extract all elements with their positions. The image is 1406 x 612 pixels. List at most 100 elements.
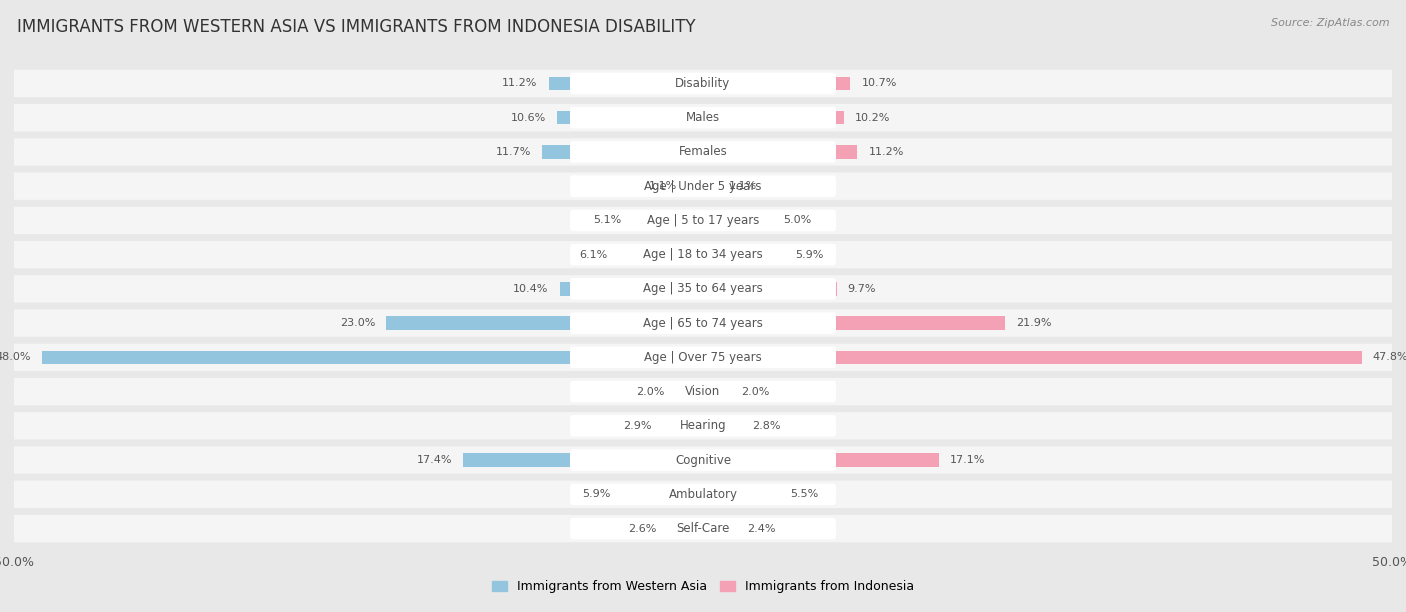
Bar	[664, 419, 703, 433]
FancyBboxPatch shape	[569, 73, 837, 94]
Bar	[703, 453, 939, 467]
Text: Cognitive: Cognitive	[675, 453, 731, 466]
Bar	[703, 111, 844, 124]
FancyBboxPatch shape	[569, 244, 837, 266]
Bar	[387, 316, 703, 330]
Text: Ambulatory: Ambulatory	[668, 488, 738, 501]
Text: Age | 5 to 17 years: Age | 5 to 17 years	[647, 214, 759, 227]
Text: Females: Females	[679, 146, 727, 159]
Text: 1.1%: 1.1%	[648, 181, 676, 191]
Text: 11.7%: 11.7%	[495, 147, 531, 157]
Bar	[703, 214, 772, 227]
FancyBboxPatch shape	[569, 176, 837, 197]
Text: 5.9%: 5.9%	[796, 250, 824, 259]
FancyBboxPatch shape	[569, 415, 837, 436]
Bar	[42, 351, 703, 364]
FancyBboxPatch shape	[0, 138, 1406, 166]
FancyBboxPatch shape	[0, 515, 1406, 542]
FancyBboxPatch shape	[569, 107, 837, 129]
Bar	[463, 453, 703, 467]
Text: 5.5%: 5.5%	[790, 490, 818, 499]
Bar	[621, 488, 703, 501]
Bar	[703, 419, 741, 433]
Bar	[633, 214, 703, 227]
Bar	[688, 179, 703, 193]
Text: Age | 35 to 64 years: Age | 35 to 64 years	[643, 282, 763, 296]
Text: 10.7%: 10.7%	[862, 78, 897, 89]
Text: 23.0%: 23.0%	[340, 318, 375, 328]
Text: 11.2%: 11.2%	[502, 78, 537, 89]
Text: 10.4%: 10.4%	[513, 284, 548, 294]
Text: 5.0%: 5.0%	[783, 215, 811, 225]
Text: 47.8%: 47.8%	[1372, 353, 1406, 362]
FancyBboxPatch shape	[569, 518, 837, 539]
FancyBboxPatch shape	[0, 173, 1406, 200]
Bar	[703, 488, 779, 501]
Bar	[703, 145, 858, 159]
FancyBboxPatch shape	[0, 104, 1406, 132]
Bar	[703, 351, 1361, 364]
Text: 2.6%: 2.6%	[627, 523, 657, 534]
Text: 1.1%: 1.1%	[730, 181, 758, 191]
FancyBboxPatch shape	[0, 275, 1406, 302]
FancyBboxPatch shape	[0, 310, 1406, 337]
Text: Age | 65 to 74 years: Age | 65 to 74 years	[643, 316, 763, 330]
Bar	[703, 385, 731, 398]
FancyBboxPatch shape	[569, 449, 837, 471]
FancyBboxPatch shape	[569, 346, 837, 368]
Bar	[619, 248, 703, 261]
Text: 17.1%: 17.1%	[949, 455, 986, 465]
Bar	[703, 76, 851, 90]
Bar	[541, 145, 703, 159]
FancyBboxPatch shape	[569, 381, 837, 403]
FancyBboxPatch shape	[0, 241, 1406, 268]
Text: 11.2%: 11.2%	[869, 147, 904, 157]
Text: Age | 18 to 34 years: Age | 18 to 34 years	[643, 248, 763, 261]
Text: Vision: Vision	[685, 385, 721, 398]
Text: 5.9%: 5.9%	[582, 490, 610, 499]
FancyBboxPatch shape	[569, 209, 837, 231]
Text: 9.7%: 9.7%	[848, 284, 876, 294]
FancyBboxPatch shape	[569, 278, 837, 300]
Bar	[703, 316, 1005, 330]
Bar	[703, 522, 737, 536]
FancyBboxPatch shape	[0, 412, 1406, 439]
Bar	[560, 282, 703, 296]
Text: 2.4%: 2.4%	[747, 523, 776, 534]
Bar	[703, 179, 718, 193]
Text: 2.9%: 2.9%	[623, 421, 652, 431]
Text: Age | Over 75 years: Age | Over 75 years	[644, 351, 762, 364]
Text: 17.4%: 17.4%	[416, 455, 453, 465]
Bar	[703, 282, 837, 296]
Bar	[557, 111, 703, 124]
Text: IMMIGRANTS FROM WESTERN ASIA VS IMMIGRANTS FROM INDONESIA DISABILITY: IMMIGRANTS FROM WESTERN ASIA VS IMMIGRAN…	[17, 18, 696, 36]
Legend: Immigrants from Western Asia, Immigrants from Indonesia: Immigrants from Western Asia, Immigrants…	[486, 575, 920, 599]
Text: 10.2%: 10.2%	[855, 113, 890, 122]
Text: 2.8%: 2.8%	[752, 421, 782, 431]
FancyBboxPatch shape	[0, 480, 1406, 508]
FancyBboxPatch shape	[0, 207, 1406, 234]
FancyBboxPatch shape	[0, 344, 1406, 371]
Text: 10.6%: 10.6%	[510, 113, 546, 122]
Text: 5.1%: 5.1%	[593, 215, 621, 225]
FancyBboxPatch shape	[0, 378, 1406, 405]
Bar	[548, 76, 703, 90]
FancyBboxPatch shape	[0, 446, 1406, 474]
Text: 21.9%: 21.9%	[1015, 318, 1052, 328]
Text: Disability: Disability	[675, 77, 731, 90]
Text: 2.0%: 2.0%	[741, 387, 770, 397]
Bar	[668, 522, 703, 536]
Text: 48.0%: 48.0%	[0, 353, 31, 362]
FancyBboxPatch shape	[569, 483, 837, 505]
Text: 6.1%: 6.1%	[579, 250, 607, 259]
FancyBboxPatch shape	[0, 70, 1406, 97]
Text: 2.0%: 2.0%	[636, 387, 665, 397]
Text: Source: ZipAtlas.com: Source: ZipAtlas.com	[1271, 18, 1389, 28]
Bar	[703, 248, 785, 261]
FancyBboxPatch shape	[569, 312, 837, 334]
Text: Self-Care: Self-Care	[676, 522, 730, 535]
Bar	[675, 385, 703, 398]
Text: Males: Males	[686, 111, 720, 124]
FancyBboxPatch shape	[569, 141, 837, 163]
Text: Age | Under 5 years: Age | Under 5 years	[644, 180, 762, 193]
